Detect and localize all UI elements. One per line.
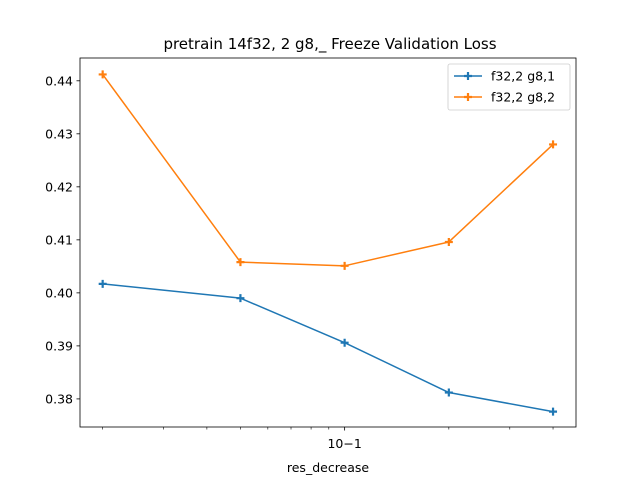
data-point-marker	[549, 140, 558, 149]
y-tick-label: 0.42	[45, 179, 73, 194]
y-tick-label: 0.41	[45, 232, 73, 247]
data-point-marker	[444, 388, 453, 397]
data-point-marker	[549, 407, 558, 416]
data-point-marker	[236, 294, 245, 303]
data-point-marker	[340, 338, 349, 347]
data-point-marker	[98, 70, 107, 79]
x-tick-label: 10−1	[327, 436, 361, 451]
y-tick-label: 0.38	[45, 391, 73, 406]
plot-frame	[79, 57, 577, 428]
data-point-marker	[444, 237, 453, 246]
series-line-1	[102, 283, 554, 413]
y-tick-label: 0.44	[45, 73, 73, 88]
legend-marker-swatch	[464, 93, 472, 101]
data-point-marker	[340, 261, 349, 270]
y-tick-label: 0.43	[45, 126, 73, 141]
y-tick-label: 0.39	[45, 338, 73, 353]
legend: f32,2 g8,1 f32,2 g8,2	[447, 63, 571, 111]
y-tick-label: 0.40	[45, 285, 73, 300]
x-axis-label: res_decrease	[287, 460, 370, 475]
legend-marker-swatch	[464, 72, 472, 80]
chart-title: pretrain 14f32, 2 g8,_ Freeze Validation…	[163, 35, 496, 54]
legend-entry-label: f32,2 g8,2	[491, 90, 555, 105]
legend-entry-label: f32,2 g8,1	[491, 69, 555, 84]
data-point-marker	[236, 258, 245, 267]
data-point-marker	[98, 279, 107, 288]
